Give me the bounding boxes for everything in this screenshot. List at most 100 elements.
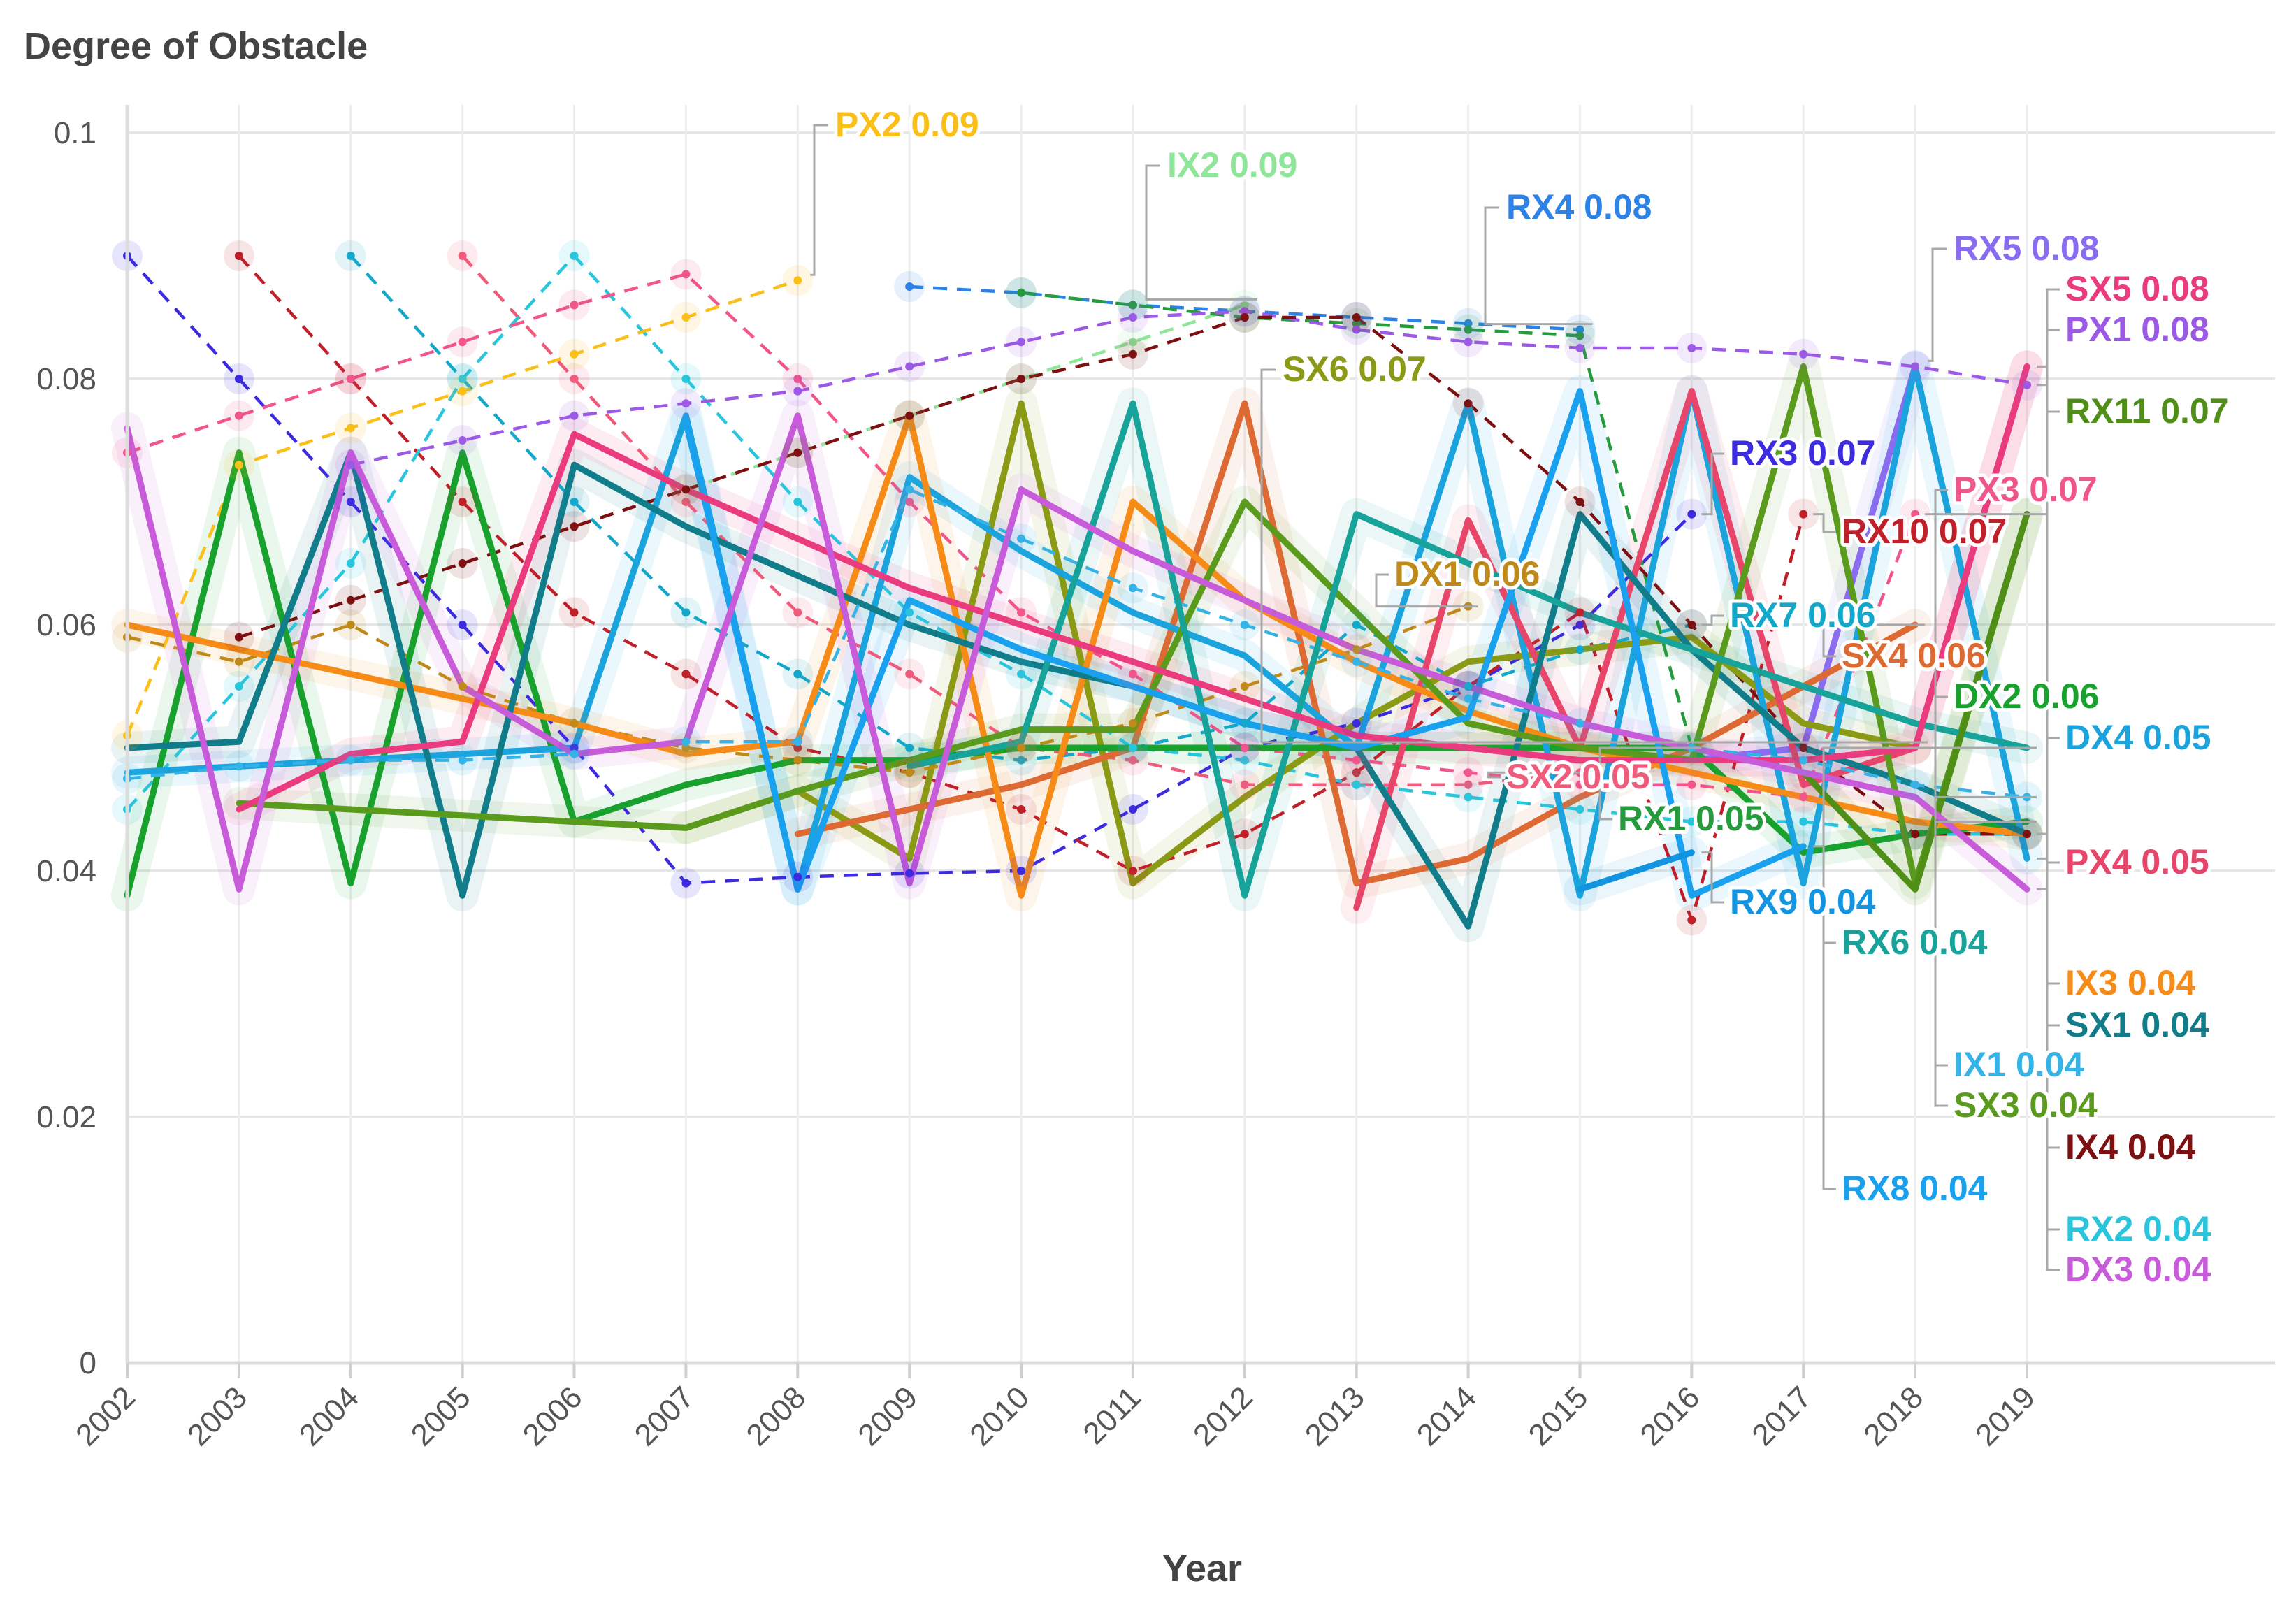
point-rx3-2008 [793,872,802,881]
series-label-ix1: IX1 0.04 [1954,1045,2084,1084]
point-rx7-2008 [793,670,802,679]
point-sx2-2011 [1128,756,1137,765]
point-rx3-2013 [1352,719,1361,728]
leader-line-rx3 [1701,452,1724,516]
point-rx10-2005 [458,498,467,506]
series-label-ix3: IX3 0.04 [2065,963,2195,1002]
point-ix4-2017 [1799,744,1808,752]
point-ix1-2013 [1352,657,1361,666]
leader-line-px2 [810,124,828,276]
point-sx2-2005 [458,252,467,260]
point-rx7-2009 [905,744,914,752]
y-tick-label-0: 0 [80,1346,96,1380]
series-label-rx1: RX1 0.05 [1618,799,1763,838]
series-line-dx3 [124,412,2030,893]
x-tick-label-2018: 2018 [1857,1380,1930,1452]
point-rx10-2012 [1240,830,1249,839]
point-dx1-2006 [570,719,579,728]
y-tick-label-0-02: 0.02 [36,1100,96,1134]
point-ix1-2003 [234,762,243,771]
series-line-sx1 [124,449,2030,930]
point-rx3-2016 [1687,510,1696,519]
point-ix1-2005 [458,756,467,765]
point-rx2-2008 [793,498,802,506]
y-tick-label-0-06: 0.06 [36,608,96,642]
x-tick-label-2014: 2014 [1410,1380,1483,1452]
point-sx2-2012 [1240,780,1249,789]
y-tick-label-0-1: 0.1 [54,116,96,150]
x-tick-label-2004: 2004 [293,1380,366,1452]
series-label-px1: PX1 0.08 [2065,310,2209,349]
x-tick-label-2003: 2003 [181,1380,254,1452]
leader-line-ix2 [1145,164,1257,301]
series-label-rx4: RX4 0.08 [1506,187,1652,226]
point-px3-2014 [1464,768,1473,777]
point-px3-2013 [1352,756,1361,765]
point-dx1-2003 [234,657,243,666]
data-points [112,240,2042,936]
point-px2-2008 [793,276,802,285]
series-line-px3 [127,272,1917,799]
point-rx1-2010 [1017,288,1026,297]
x-tick-label-2016: 2016 [1634,1380,1707,1452]
point-ix4-2004 [346,596,355,605]
point-px3-2018 [1911,510,1920,519]
point-rx2-2009 [905,608,914,617]
point-rx10-2006 [570,608,579,617]
point-px3-2015 [1575,780,1584,789]
point-px2-2006 [570,349,579,359]
point-sx2-2009 [905,670,914,679]
leader-line-rx11 [2037,410,2060,516]
point-rx7-2004 [346,252,355,260]
point-ix4-2006 [570,522,579,531]
point-px3-2003 [234,411,243,420]
series-label-rx8: RX8 0.04 [1842,1169,1988,1208]
point-px2-2007 [681,313,691,322]
point-dx1-2004 [346,621,355,629]
series-line-rx6 [906,400,2030,899]
leader-line-rx5 [1928,247,1947,362]
point-rx3-2011 [1128,805,1137,814]
point-rx7-2007 [681,608,691,617]
series-label-rx5: RX5 0.08 [1954,229,2099,268]
series-label-px3: PX3 0.07 [1954,470,2098,509]
point-ix1-2009 [905,485,914,494]
point-rx3-2005 [458,621,467,629]
point-dx1-2007 [681,744,691,752]
point-ix1-2010 [1017,534,1026,543]
point-rx2-2017 [1799,817,1808,826]
point-dx1-2005 [458,682,467,691]
series-line-px1 [350,309,2028,467]
series-line-ix3 [124,412,2030,899]
series-label-sx6: SX6 0.07 [1283,349,1427,389]
point-rx10-2010 [1017,805,1026,814]
point-px1-2018 [1911,362,1920,371]
point-px1-2016 [1687,344,1696,352]
leader-line-sx4 [1822,623,1926,658]
point-rx10-2007 [681,670,691,679]
point-px1-2014 [1464,338,1473,347]
series-label-rx10: RX10 0.07 [1842,512,2007,551]
point-ix4-2005 [458,559,467,568]
point-rx3-2007 [681,879,691,888]
point-rx2-2010 [1017,670,1026,679]
point-ix4-2007 [681,485,691,494]
point-rx4-2015 [1575,325,1584,334]
series-label-rx3: RX3 0.07 [1730,433,1875,472]
series-line-sx3 [236,363,2030,887]
point-rx2-2005 [458,375,467,383]
point-ix1-2007 [681,737,691,746]
point-rx7-2006 [570,498,579,506]
leader-line-sx5 [2037,288,2060,368]
point-ix4-2013 [1352,313,1361,322]
series-line-rx11 [1800,511,2030,893]
series-label-dx3: DX3 0.04 [2065,1250,2211,1289]
x-tick-label-2010: 2010 [963,1380,1036,1452]
point-px1-2004 [346,461,355,470]
leader-line-px3 [1925,489,1948,516]
point-sx2-2014 [1464,780,1473,789]
point-px1-2013 [1352,325,1361,334]
point-rx2-2004 [346,559,355,568]
series-label-sx5: SX5 0.08 [2065,269,2209,308]
point-ix4-2015 [1575,498,1584,506]
